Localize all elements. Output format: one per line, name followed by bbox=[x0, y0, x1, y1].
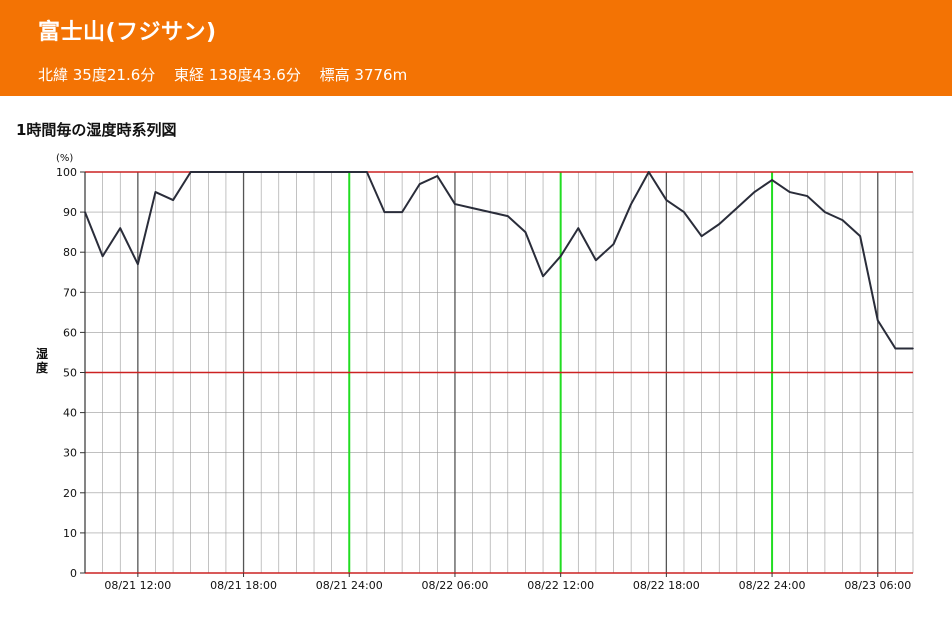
longitude: 東経 138度43.6分 bbox=[174, 66, 301, 84]
data-point bbox=[700, 235, 703, 237]
station-name: 富士山(フジサン) bbox=[38, 20, 217, 45]
data-point bbox=[242, 171, 245, 173]
elevation: 標高 3776m bbox=[319, 66, 408, 84]
y-tick-label: 20 bbox=[63, 487, 77, 500]
data-point bbox=[154, 191, 157, 193]
data-point bbox=[630, 203, 632, 205]
y-tick-label: 60 bbox=[63, 326, 77, 339]
station-coordinates: 北緯 35度21.6分 東経 138度43.6分 標高 3776m bbox=[38, 64, 421, 85]
data-point bbox=[401, 211, 403, 213]
y-unit-label: (%) bbox=[56, 153, 73, 164]
y-tick-label: 80 bbox=[63, 246, 77, 259]
station-header: 富士山(フジサン) 北緯 35度21.6分 東経 138度43.6分 標高 37… bbox=[0, 0, 952, 96]
x-tick-label: 08/21 12:00 bbox=[104, 579, 171, 592]
latitude: 北緯 35度21.6分 bbox=[38, 66, 156, 84]
y-tick-labels: 0 10 20 30 40 50 60 70 80 90 100 bbox=[56, 166, 85, 580]
data-point bbox=[612, 243, 615, 245]
humidity-series-line bbox=[84, 171, 913, 350]
series-group bbox=[84, 171, 914, 350]
data-point bbox=[559, 255, 562, 258]
data-point bbox=[225, 171, 227, 173]
y-tick-label: 50 bbox=[63, 367, 77, 380]
data-point bbox=[718, 223, 721, 225]
data-point bbox=[119, 227, 122, 229]
data-point bbox=[542, 275, 544, 278]
data-point bbox=[489, 211, 491, 213]
data-point bbox=[876, 319, 879, 322]
x-tick-label: 08/21 18:00 bbox=[210, 579, 277, 592]
data-point bbox=[471, 207, 474, 209]
x-tick-label: 08/23 06:00 bbox=[844, 579, 911, 592]
data-point bbox=[753, 191, 756, 193]
data-point bbox=[348, 171, 351, 173]
data-point bbox=[84, 211, 86, 213]
reference-lines bbox=[85, 171, 913, 574]
data-point bbox=[912, 347, 914, 350]
data-point bbox=[330, 171, 333, 173]
data-point bbox=[595, 259, 597, 262]
data-point bbox=[383, 211, 386, 213]
x-tick-labels: 08/21 12:00 08/21 18:00 08/21 24:00 08/22 0… bbox=[104, 573, 911, 592]
data-point bbox=[137, 263, 139, 266]
data-point bbox=[806, 195, 809, 197]
data-point bbox=[683, 211, 685, 213]
x-tick-label: 08/21 24:00 bbox=[316, 579, 383, 592]
y-tick-label: 40 bbox=[63, 407, 77, 420]
data-point bbox=[894, 347, 897, 350]
data-point bbox=[260, 171, 262, 173]
y-tick-label: 100 bbox=[56, 166, 77, 179]
y-axis-label-char: 湿 bbox=[36, 346, 48, 361]
y-tick-label: 90 bbox=[63, 206, 77, 219]
y-tick-label: 70 bbox=[63, 286, 77, 299]
y-tick-label: 0 bbox=[70, 567, 77, 580]
data-point bbox=[313, 171, 315, 173]
data-point bbox=[436, 175, 439, 177]
data-point bbox=[577, 227, 580, 229]
data-point bbox=[507, 215, 509, 217]
data-point bbox=[418, 183, 421, 185]
data-point bbox=[524, 231, 527, 233]
data-point bbox=[841, 219, 844, 221]
y-tick-label: 30 bbox=[63, 447, 77, 460]
data-point bbox=[736, 207, 738, 209]
x-tick-label: 08/22 06:00 bbox=[422, 579, 489, 592]
data-point bbox=[665, 199, 668, 201]
y-axis-label: 湿度 bbox=[36, 346, 49, 375]
x-tick-label: 08/22 24:00 bbox=[739, 579, 806, 592]
data-point bbox=[824, 211, 826, 213]
y-axis-label-char: 度 bbox=[36, 360, 49, 375]
data-point bbox=[101, 255, 104, 258]
data-point bbox=[207, 171, 210, 173]
x-tick-label: 08/22 12:00 bbox=[527, 579, 594, 592]
data-point bbox=[295, 171, 298, 173]
data-point bbox=[788, 191, 791, 193]
data-point bbox=[366, 171, 368, 173]
data-point bbox=[277, 171, 280, 173]
y-tick-label: 10 bbox=[63, 527, 77, 540]
data-point bbox=[454, 203, 456, 205]
chart-section-title: 1時間毎の湿度時系列図 bbox=[16, 121, 177, 139]
data-point bbox=[189, 171, 192, 173]
data-point bbox=[647, 171, 650, 173]
x-tick-label: 08/22 18:00 bbox=[633, 579, 700, 592]
data-point bbox=[771, 179, 773, 181]
data-point bbox=[172, 199, 174, 201]
data-point bbox=[859, 235, 861, 237]
